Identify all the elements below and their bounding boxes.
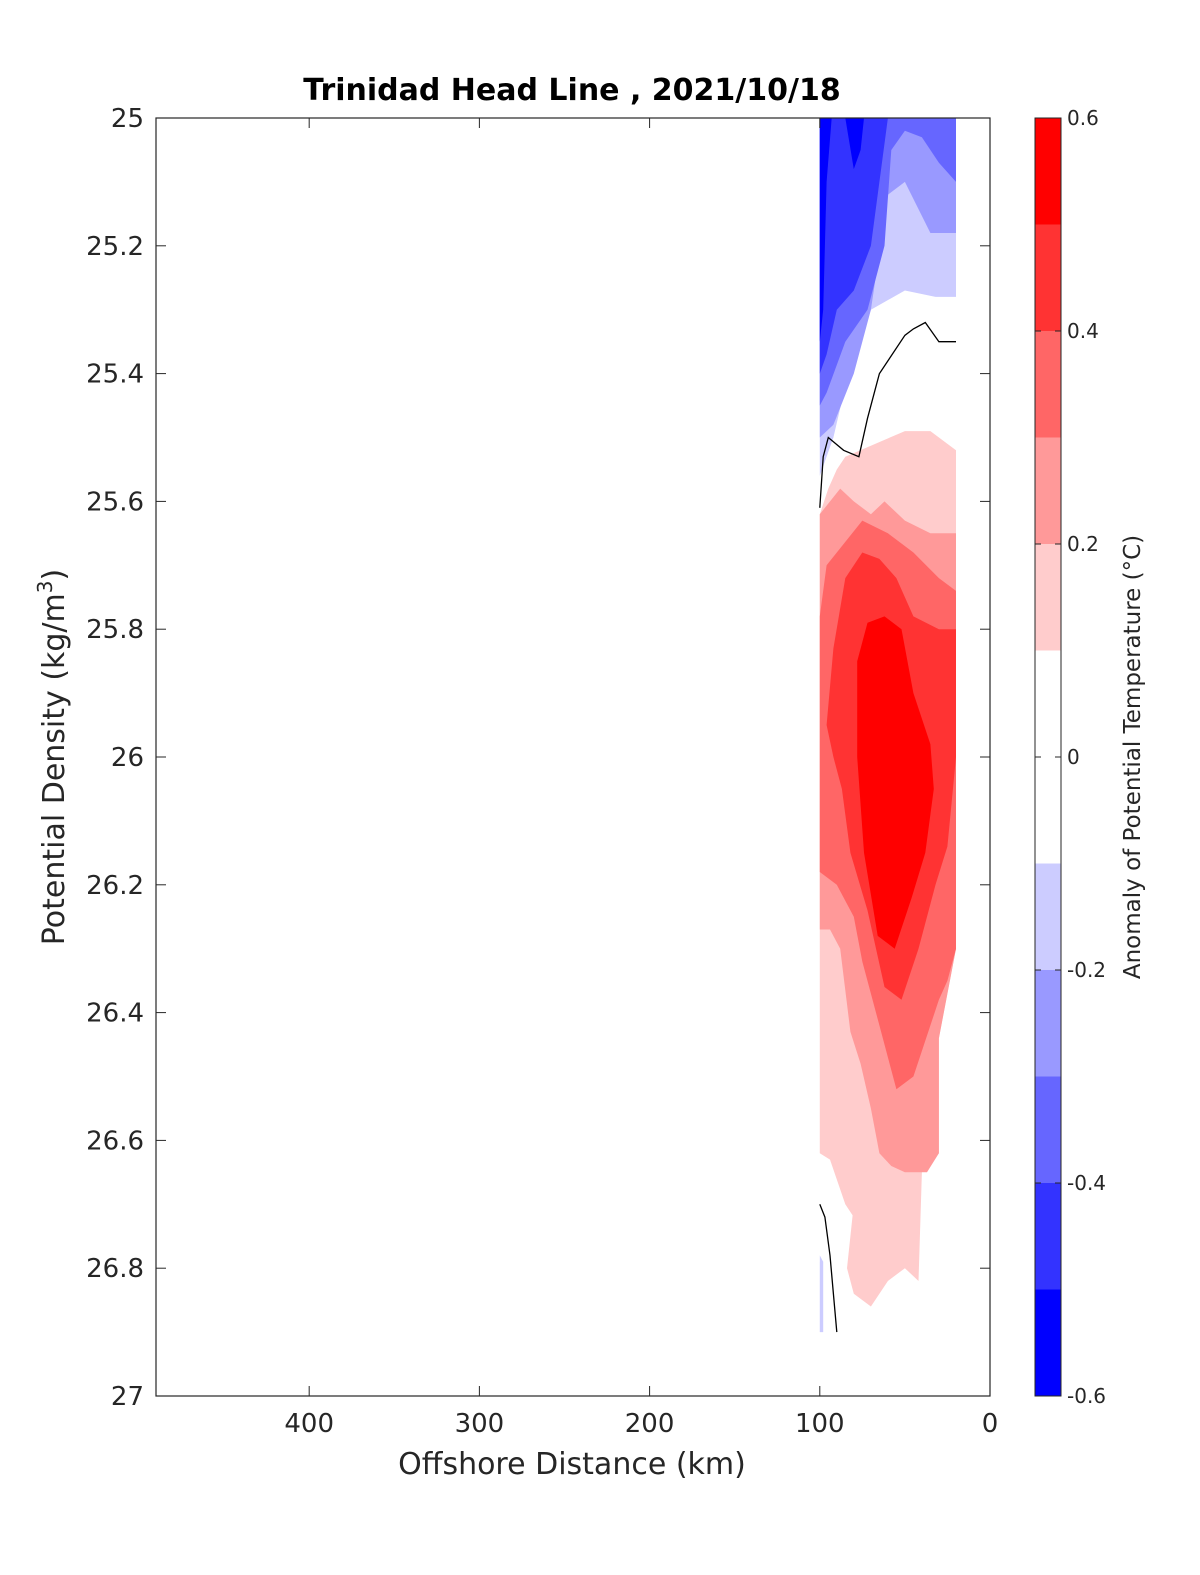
y-tick-label: 26.4 xyxy=(86,999,144,1029)
x-tick-label: 200 xyxy=(625,1409,675,1439)
x-tick-label: 400 xyxy=(284,1409,334,1439)
colorbar-band-3 xyxy=(1035,970,1061,1077)
y-tick-label: 27 xyxy=(111,1382,144,1412)
zero-contour-layer xyxy=(819,321,956,1333)
x-tick-label: 0 xyxy=(982,1409,999,1439)
y-tick-label: 25.2 xyxy=(86,232,144,262)
y-tick-label: 25 xyxy=(111,104,144,134)
colorbar-tick-label: 0.4 xyxy=(1067,319,1099,343)
zero-contour-line-1 xyxy=(819,1204,838,1333)
y-tick-label: 26.8 xyxy=(86,1254,144,1284)
contour-region-5 xyxy=(845,118,864,170)
x-axis-label: Offshore Distance (km) xyxy=(398,1447,746,1482)
contour-fill-layer xyxy=(819,118,956,1333)
plot-area xyxy=(155,117,991,1397)
colorbar-label: Anomaly of Potential Temperature (°C) xyxy=(1120,535,1146,979)
contour-region-11 xyxy=(857,616,934,949)
y-tick-label: 25.6 xyxy=(86,487,144,517)
contour-region-3 xyxy=(819,118,888,374)
y-axis-label: Potential Density (kg/m3) xyxy=(33,569,72,945)
colorbar-band-7 xyxy=(1035,437,1061,544)
colorbar-band-4 xyxy=(1035,863,1061,970)
colorbar-band-8 xyxy=(1035,331,1061,438)
colorbar-tick-label: -0.2 xyxy=(1067,958,1106,982)
y-tick-labels: 25 25.2 25.4 25.6 25.8 26 26.2 26.4 26.6 26.8 27 xyxy=(86,104,144,1412)
colorbar-band-10 xyxy=(1035,118,1061,225)
colorbar-band-2 xyxy=(1035,1076,1061,1183)
y-axis-label-main: Potential Density (kg/m xyxy=(37,593,72,945)
colorbar-band-0 xyxy=(1035,1289,1061,1396)
colorbar-ticks: -0.6 -0.4 -0.2 0 0.2 0.4 0.6 xyxy=(1035,106,1106,1408)
y-tick-label: 26.2 xyxy=(86,871,144,901)
zero-contour-line-0 xyxy=(819,321,956,508)
contour-region-4 xyxy=(819,118,832,342)
colorbar-bands xyxy=(1035,118,1061,1396)
colorbar-frame xyxy=(1034,117,1062,1397)
x-tick-labels: 400 300 200 100 0 xyxy=(284,1409,998,1439)
colorbar-band-9 xyxy=(1035,224,1061,331)
colorbar-tick-label: -0.4 xyxy=(1067,1171,1106,1195)
y-tick-label: 26.6 xyxy=(86,1126,144,1156)
y-tick-label: 25.4 xyxy=(86,360,144,390)
contour-region-7 xyxy=(819,1255,824,1333)
colorbar-tick-label: 0.6 xyxy=(1067,106,1099,130)
colorbar-band-1 xyxy=(1035,1183,1061,1290)
chart-title: Trinidad Head Line , 2021/10/18 xyxy=(303,73,840,108)
y-axis-label-superscript: 3 xyxy=(33,580,57,593)
y-tick-label: 25.8 xyxy=(86,615,144,645)
y-tick-label: 26 xyxy=(111,743,144,773)
x-tick-label: 100 xyxy=(795,1409,845,1439)
colorbar-band-6 xyxy=(1035,544,1061,651)
colorbar-tick-label: -0.6 xyxy=(1067,1384,1106,1408)
x-tick-label: 300 xyxy=(455,1409,505,1439)
colorbar: -0.6 -0.4 -0.2 0 0.2 0.4 0.6 Anomaly of Potent… xyxy=(1034,106,1146,1408)
axes-frame xyxy=(155,117,991,1397)
y-axis-label-close: ) xyxy=(37,569,72,581)
colorbar-tick-label: 0.2 xyxy=(1067,532,1099,556)
colorbar-tick-label: 0 xyxy=(1067,745,1080,769)
